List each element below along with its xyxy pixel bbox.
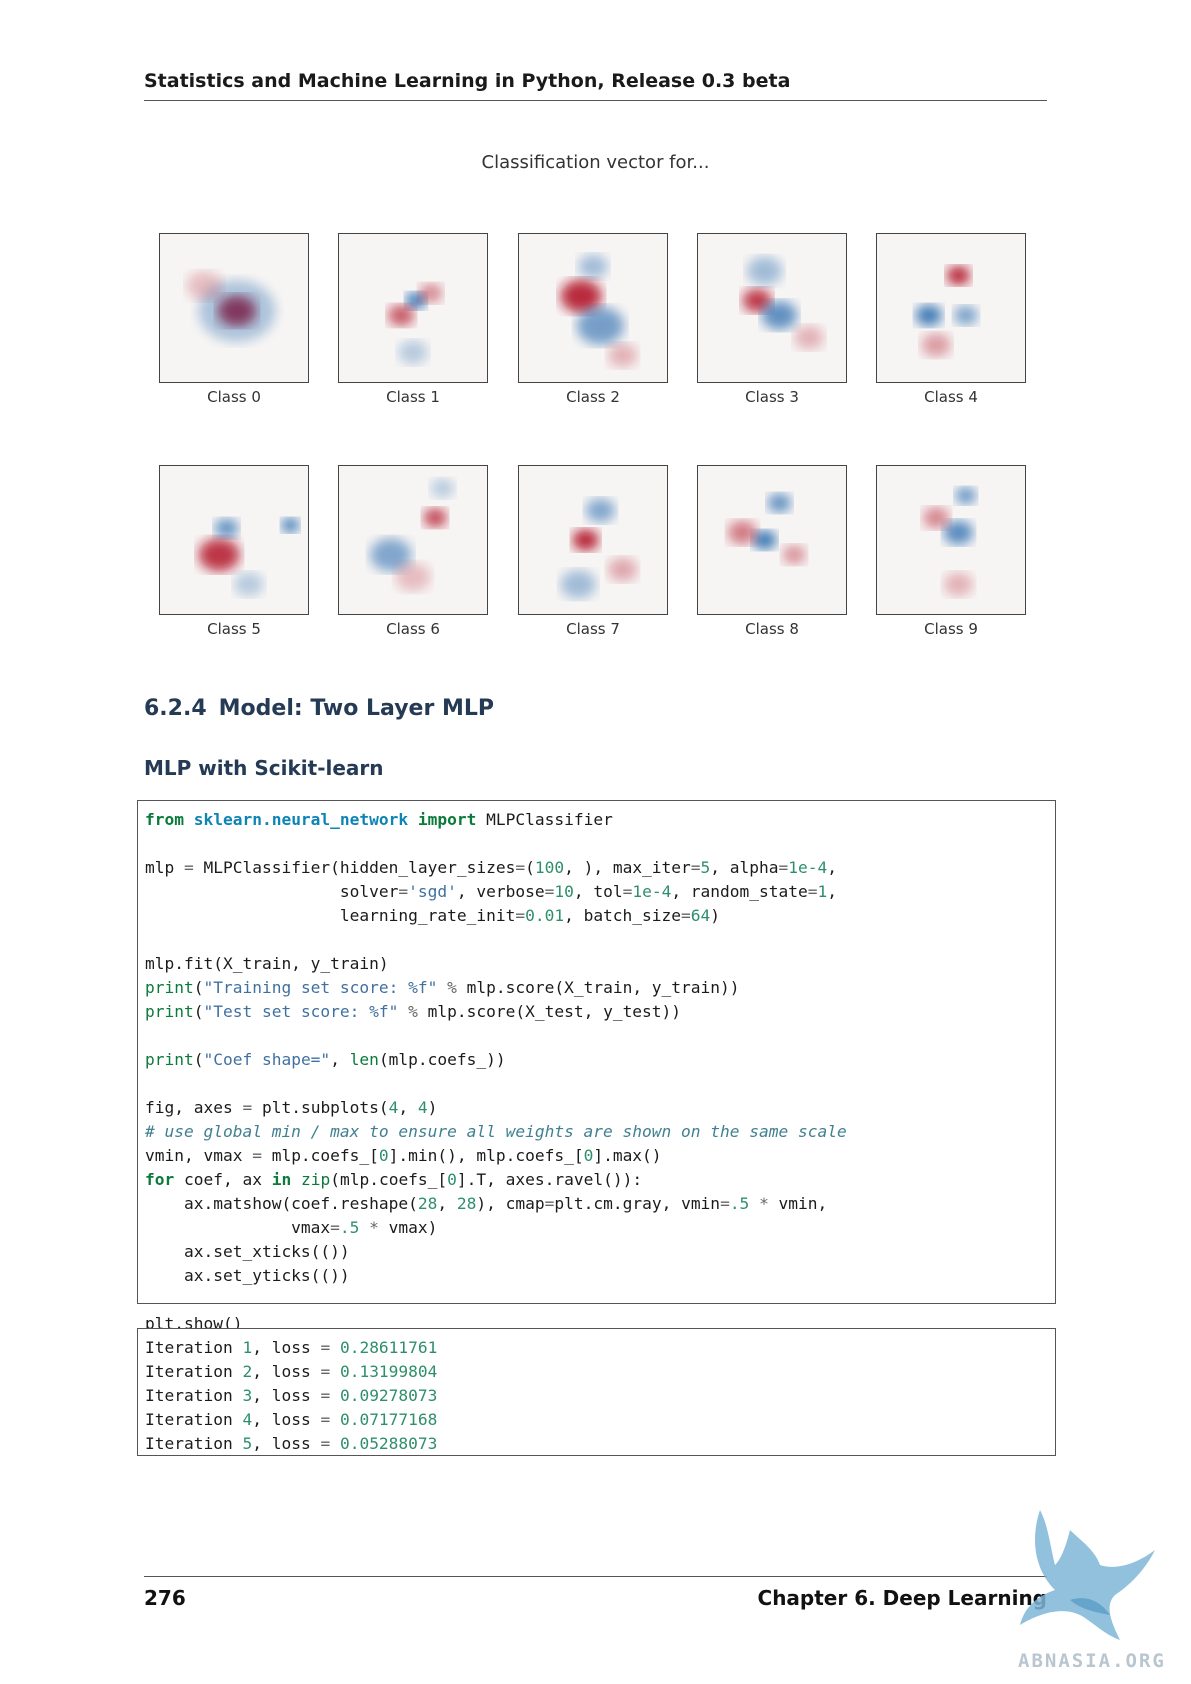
weight-blob	[742, 288, 772, 313]
weight-blob	[752, 530, 777, 550]
code-output-block: Iteration 1, loss = 0.28611761 Iteration…	[137, 1328, 1056, 1456]
weight-panel	[876, 465, 1026, 615]
subsection-heading: MLP with Scikit-learn	[144, 756, 384, 780]
dragon-logo-icon	[1020, 1510, 1155, 1640]
weight-blob	[607, 557, 638, 582]
section-title: Model: Two Layer MLP	[218, 696, 494, 721]
panel-label: Class 6	[386, 620, 440, 638]
weight-blob	[746, 256, 783, 286]
weight-panel	[697, 233, 847, 383]
weight-panel	[338, 233, 488, 383]
weight-blob	[767, 493, 792, 513]
chapter-reference: Chapter 6. Deep Learning	[757, 1586, 1047, 1610]
code-input-block: from sklearn.neural_network import MLPCl…	[137, 800, 1056, 1333]
weight-blob	[281, 518, 300, 533]
watermark-text: ABNASIA.ORG	[1018, 1650, 1166, 1672]
weight-blob	[943, 572, 974, 597]
weight-blob	[234, 572, 264, 597]
code-input: from sklearn.neural_network import MLPCl…	[145, 810, 847, 1333]
weight-panel	[518, 465, 668, 615]
weight-blob	[198, 280, 276, 342]
weight-blob	[370, 538, 412, 572]
weight-panel	[876, 233, 1026, 383]
figure-title: Classification vector for...	[481, 152, 710, 173]
weight-blob	[398, 340, 428, 365]
weight-blob	[576, 306, 625, 345]
weight-blob	[387, 304, 415, 327]
weight-blob	[782, 545, 807, 565]
panel-label: Class 7	[566, 620, 620, 638]
weight-blob	[922, 507, 950, 529]
weight-panel	[697, 465, 847, 615]
weight-blob	[430, 478, 455, 498]
weight-blob	[560, 570, 596, 599]
weight-blob	[943, 520, 974, 545]
weight-blob	[585, 498, 616, 523]
weight-blob	[915, 304, 943, 327]
weight-blob	[607, 343, 638, 368]
weight-blob	[198, 538, 240, 572]
panel-label: Class 2	[566, 388, 620, 406]
weight-blob	[578, 254, 608, 279]
weight-blob	[953, 305, 978, 325]
weight-blob	[186, 271, 223, 301]
weight-blob	[214, 518, 239, 538]
weight-panel	[518, 233, 668, 383]
weight-blob	[395, 562, 431, 592]
page-number: 276	[144, 1586, 186, 1610]
weight-blob	[921, 333, 951, 357]
weight-blob	[955, 487, 977, 504]
panel-label: Class 9	[924, 620, 978, 638]
weight-blob	[423, 508, 448, 528]
weight-panel	[159, 465, 309, 615]
panel-label: Class 5	[207, 620, 261, 638]
weight-blob	[946, 265, 971, 285]
weight-panel	[159, 233, 309, 383]
panel-label: Class 8	[745, 620, 799, 638]
weight-panel	[338, 465, 488, 615]
panel-label: Class 0	[207, 388, 261, 406]
running-header: Statistics and Machine Learning in Pytho…	[144, 66, 1047, 101]
weight-blob	[761, 301, 798, 330]
panel-label: Class 4	[924, 388, 978, 406]
panel-label: Class 3	[745, 388, 799, 406]
footer-rule	[144, 1576, 1047, 1577]
weight-blob	[727, 520, 758, 545]
weight-blob	[794, 325, 824, 350]
section-heading: 6.2.4 Model: Two Layer MLP	[144, 696, 494, 721]
code-output: Iteration 1, loss = 0.28611761 Iteration…	[145, 1338, 438, 1453]
weight-blob	[560, 279, 602, 313]
section-number: 6.2.4	[144, 696, 207, 721]
panel-label: Class 1	[386, 388, 440, 406]
weight-blob	[572, 529, 599, 551]
weight-blob	[418, 283, 443, 303]
